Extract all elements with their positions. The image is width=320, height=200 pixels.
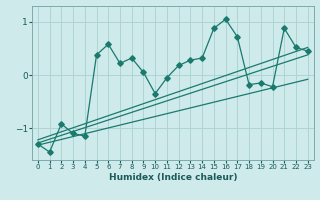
X-axis label: Humidex (Indice chaleur): Humidex (Indice chaleur) bbox=[108, 173, 237, 182]
